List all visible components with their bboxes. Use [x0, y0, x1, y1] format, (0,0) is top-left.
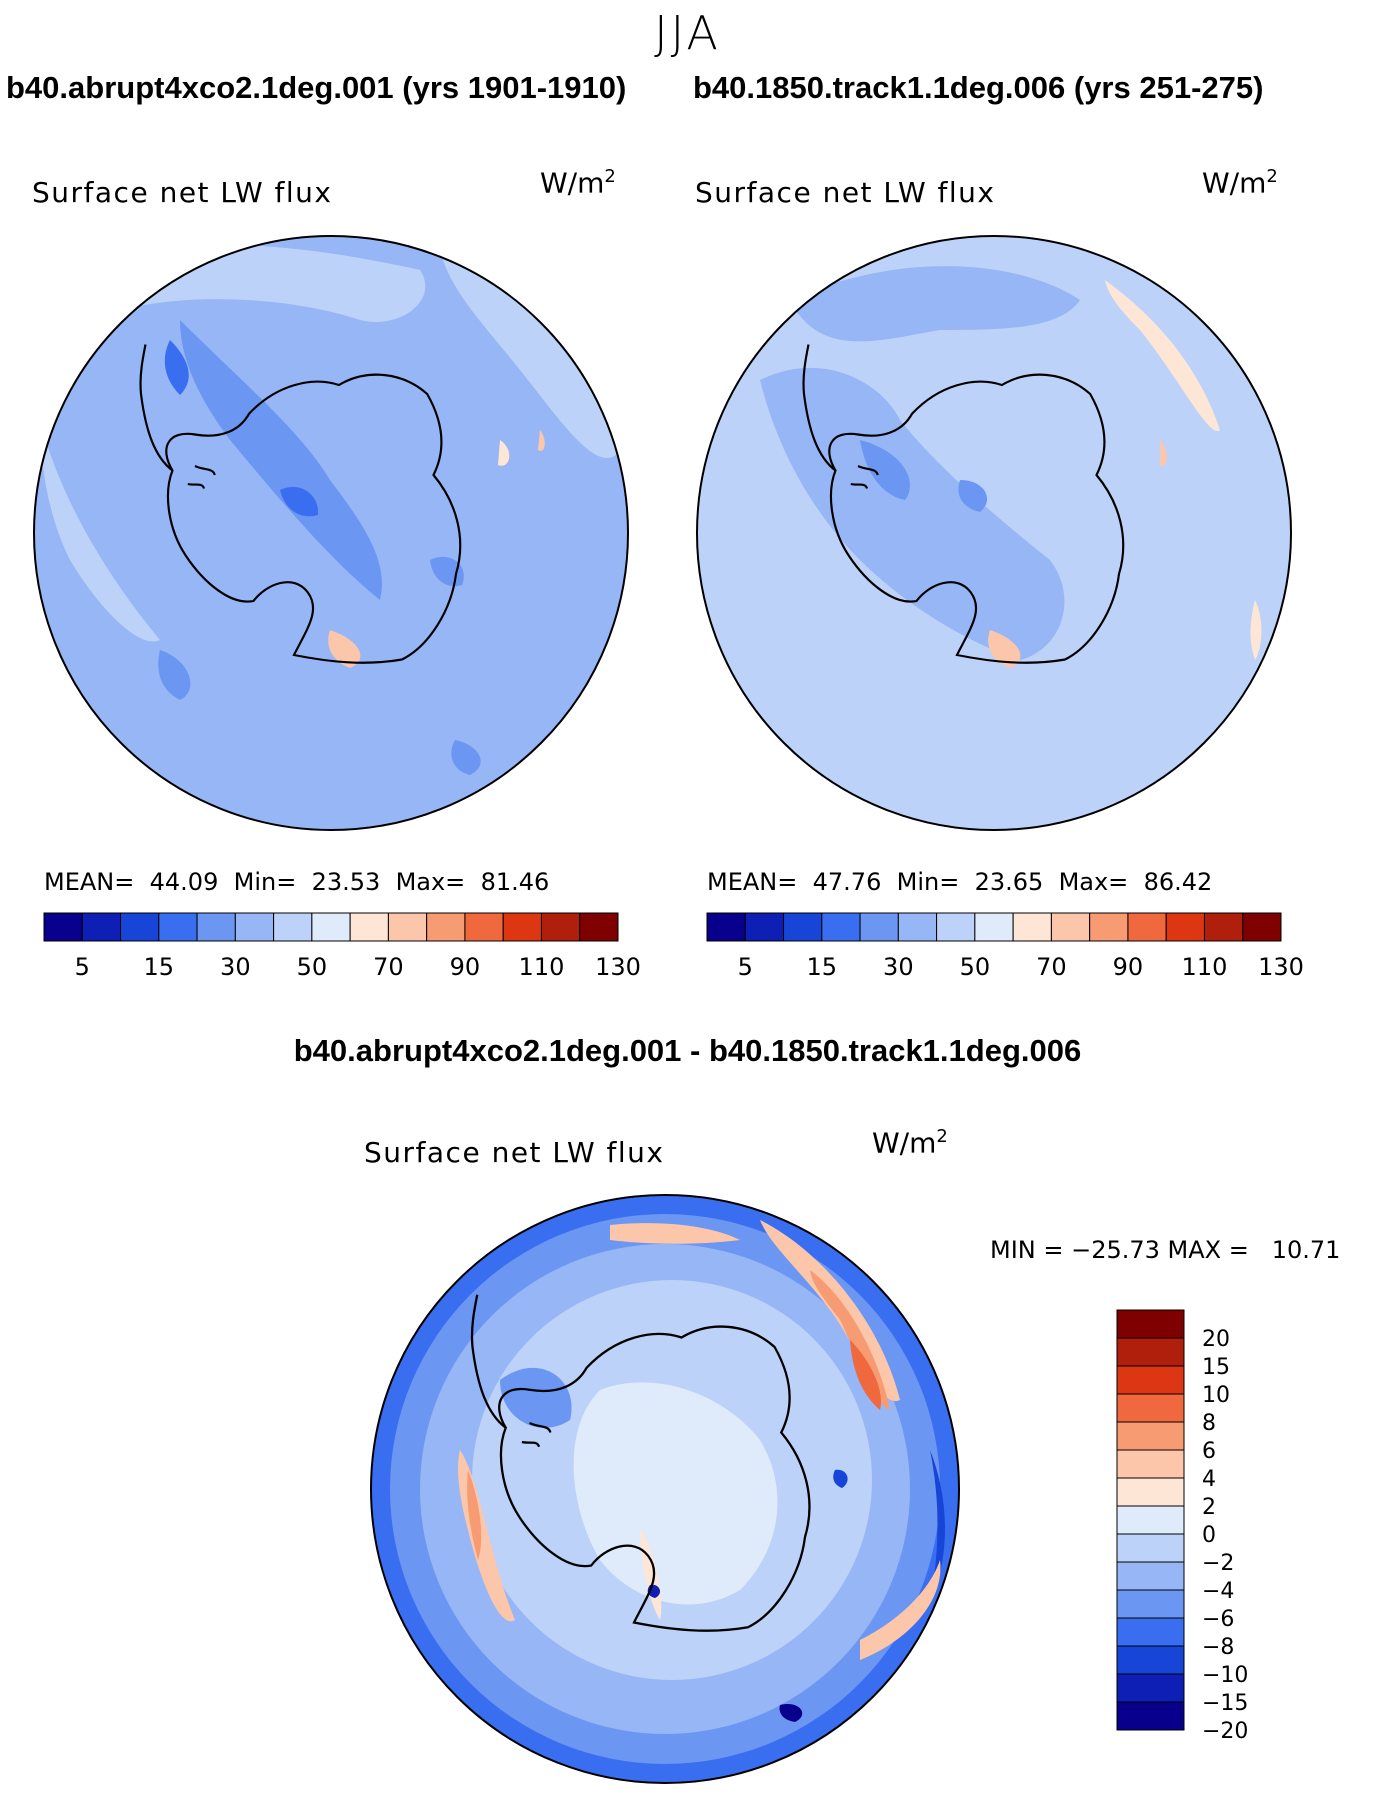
diff-map-boundary: [370, 1194, 960, 1784]
diff-title: b40.abrupt4xco2.1deg.001 - b40.1850.trac…: [293, 1033, 1082, 1068]
diff-colorbar-swatch: [1116, 1309, 1185, 1339]
panel1-colorbar-tick-label: 90: [450, 953, 481, 981]
diff-min-max: MIN = −25.73 MAX = 10.71: [990, 1236, 1341, 1264]
panel1-colorbar-swatch: [311, 912, 351, 942]
panel1-colorbar: 5 15 30 50 70 90 110 130: [43, 912, 641, 981]
panel1-colorbar-swatch: [464, 912, 504, 942]
diff-colorbar-tick-label: 6: [1202, 1439, 1216, 1464]
panel1-colorbar-tick-label: 30: [220, 953, 251, 981]
panel2-colorbar-swatch: [1203, 912, 1244, 942]
panel1-colorbar-tick-label: 130: [595, 953, 641, 981]
panel2-colorbar-swatch: [1089, 912, 1129, 942]
diff-colorbar-tick-label: 20: [1202, 1327, 1230, 1352]
diff-colorbar-swatch: [1116, 1617, 1185, 1647]
panel1-colorbar-swatch: [426, 912, 466, 942]
diff-colorbar-tick-label: −8: [1202, 1635, 1234, 1660]
panel2-colorbar-tick-label: 70: [1036, 953, 1067, 981]
panel2-colorbar-swatch: [974, 912, 1014, 942]
diff-colorbar-swatch: [1116, 1365, 1185, 1395]
diff-colorbar-tick-label: −20: [1202, 1719, 1248, 1744]
panel1-colorbar-swatch: [158, 912, 198, 942]
panel2-colorbar-swatch: [744, 912, 785, 942]
panel2-colorbar-tick-label: 130: [1258, 953, 1304, 981]
panel1-colorbar-tick-label: 15: [144, 953, 175, 981]
panel2-colorbar-tick-label: 15: [807, 953, 838, 981]
panel2-colorbar-swatch: [859, 912, 899, 942]
panel1-colorbar-tick-label: 5: [75, 953, 90, 981]
diff-variable-title: Surface net LW flux: [364, 1136, 665, 1169]
panel2-colorbar-swatch: [821, 912, 861, 942]
panel1-colorbar-tick-label: 50: [297, 953, 328, 981]
panel1-colorbar-swatch: [120, 912, 160, 942]
diff-colorbar-swatch: [1116, 1589, 1185, 1619]
diff-colorbar-swatch: [1116, 1645, 1185, 1675]
map2-field: [697, 236, 1291, 830]
panel2-colorbar: 5 15 30 50 70 90 110 130: [706, 912, 1304, 981]
diff-colorbar-tick-label: 8: [1202, 1411, 1216, 1436]
diff-colorbar-swatch: [1116, 1421, 1185, 1451]
panel2-case-title: b40.1850.track1.1deg.006 (yrs 251-275): [693, 70, 1264, 105]
panel1-colorbar-swatch: [349, 912, 389, 942]
diff-units: W/m2: [872, 1126, 948, 1160]
diff-colorbar-swatch: [1116, 1505, 1185, 1535]
panel1-colorbar-swatch: [273, 912, 313, 942]
diff-colorbar-tick-label: 4: [1202, 1467, 1216, 1492]
diff-colorbar-tick-label: 2: [1202, 1495, 1216, 1520]
season-title: JJA: [654, 6, 721, 60]
diff-map-field: [371, 1195, 959, 1783]
panel2-colorbar-tick-label: 50: [960, 953, 991, 981]
diff-colorbar-swatch: [1116, 1533, 1185, 1563]
panel2-colorbar-swatch: [1012, 912, 1052, 942]
panel2-colorbar-swatch: [1165, 912, 1205, 942]
diff-colorbar-tick-label: −2: [1202, 1551, 1234, 1576]
diff-colorbar-swatch: [1116, 1561, 1185, 1591]
panel2-colorbar-swatch: [706, 912, 746, 942]
panel1-colorbar-tick-label: 70: [373, 953, 404, 981]
panel2-colorbar-swatch: [936, 912, 976, 942]
diff-colorbar-tick-label: −15: [1202, 1691, 1248, 1716]
panel1-colorbar-tick-label: 110: [519, 953, 565, 981]
diff-colorbar-swatch: [1116, 1449, 1185, 1479]
panel1-colorbar-swatch: [43, 912, 83, 942]
panel1-colorbar-swatch: [81, 912, 122, 942]
panel2-colorbar-tick-label: 110: [1182, 953, 1228, 981]
panel2-units: W/m2: [1202, 166, 1278, 200]
panel2-colorbar-tick-label: 5: [738, 953, 753, 981]
panel1-colorbar-swatch: [579, 912, 619, 942]
panel2-colorbar-swatch: [1242, 912, 1282, 942]
panel2-variable-title: Surface net LW flux: [695, 176, 996, 209]
panel1-colorbar-swatch: [387, 912, 428, 942]
map1-field: [34, 236, 628, 830]
panel1-stats: MEAN= 44.09 Min= 23.53 Max= 81.46: [44, 868, 550, 896]
panel1-case-title: b40.abrupt4xco2.1deg.001 (yrs 1901-1910): [6, 70, 627, 105]
diff-colorbar-tick-label: −10: [1202, 1663, 1248, 1688]
panel1-variable-title: Surface net LW flux: [32, 176, 333, 209]
panel2-colorbar-swatch: [783, 912, 823, 942]
diff-colorbar-tick-label: −6: [1202, 1607, 1234, 1632]
diff-colorbar-swatch: [1116, 1673, 1185, 1703]
panel2-colorbar-swatch: [1127, 912, 1167, 942]
panel2-stats: MEAN= 47.76 Min= 23.65 Max= 86.42: [707, 868, 1213, 896]
diff-colorbar-tick-label: 10: [1202, 1383, 1230, 1408]
diff-colorbar-tick-label: 0: [1202, 1523, 1216, 1548]
panel2-colorbar-tick-label: 30: [883, 953, 914, 981]
diff-colorbar-swatch: [1116, 1337, 1185, 1367]
panel1-colorbar-swatch: [540, 912, 581, 942]
map2-boundary: [696, 235, 1292, 831]
panel1-colorbar-swatch: [196, 912, 236, 942]
diff-colorbar-swatch: [1116, 1477, 1185, 1507]
panel1-units: W/m2: [540, 166, 616, 200]
panel1-colorbar-swatch: [234, 912, 275, 942]
diff-colorbar-tick-label: 15: [1202, 1355, 1230, 1380]
panel2-colorbar-swatch: [1050, 912, 1091, 942]
map1-boundary: [33, 235, 629, 831]
diff-colorbar-tick-label: −4: [1202, 1579, 1234, 1604]
diff-colorbar-swatch: [1116, 1701, 1185, 1731]
panel1-colorbar-swatch: [502, 912, 542, 942]
diff-colorbar-swatch: [1116, 1393, 1185, 1423]
panel2-colorbar-swatch: [897, 912, 938, 942]
panel2-colorbar-tick-label: 90: [1113, 953, 1144, 981]
